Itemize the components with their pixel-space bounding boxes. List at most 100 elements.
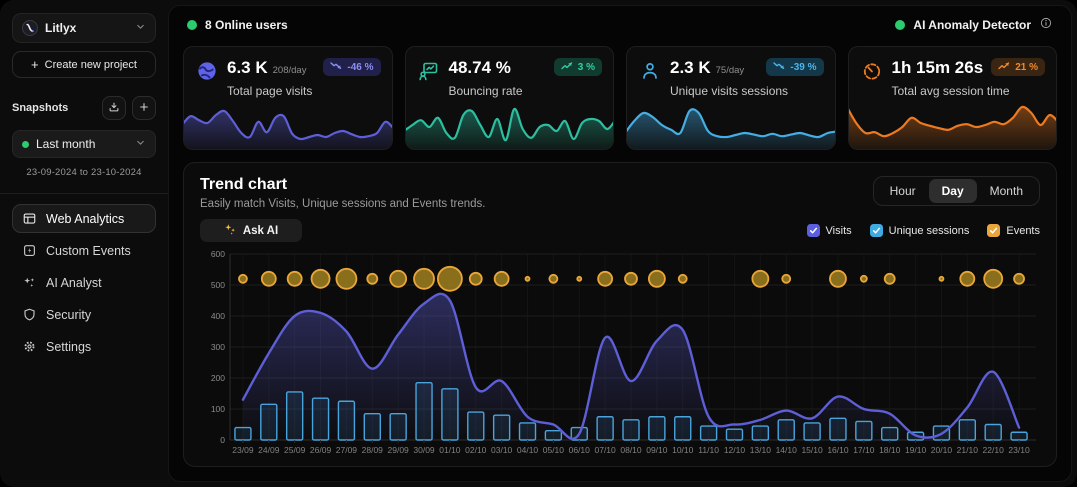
stat-cards-row: 6.3 K208/day Total page visits -46 % 4 [169,44,1071,150]
svg-text:02/10: 02/10 [465,445,487,455]
range-option-month[interactable]: Month [977,179,1036,203]
stat-value: 1h 15m 26s [892,58,984,77]
svg-text:23/10: 23/10 [1008,445,1030,455]
sidebar-item-label: AI Analyst [46,276,102,290]
project-selector[interactable]: Litlyx [12,13,156,43]
snapshots-header: Snapshots [12,96,156,120]
bounce-icon [418,60,440,87]
stat-sparkline [849,99,1057,149]
plus-icon: + [31,58,39,71]
sidebar-item-security[interactable]: Security [12,300,156,329]
litlyx-logo-icon [22,20,38,36]
stat-card-total-page-visits: 6.3 K208/day Total page visits -46 % [183,46,393,150]
app-window: Litlyx + Create new project Snapshots [0,0,1077,487]
sidebar-item-custom-events[interactable]: Custom Events [12,236,156,265]
svg-text:28/09: 28/09 [362,445,384,455]
svg-text:22/10: 22/10 [983,445,1005,455]
trend-badge: 21 % [991,58,1045,76]
svg-text:26/09: 26/09 [310,445,332,455]
project-name: Litlyx [45,21,128,35]
trend-down-icon [773,61,785,73]
trend-up-icon [998,61,1010,73]
legend-item-visits[interactable]: Visits [807,224,852,237]
events-checkbox[interactable] [987,224,1000,237]
globe-icon [196,60,218,87]
snapshot-range-select[interactable]: Last month [12,130,156,158]
range-option-hour[interactable]: Hour [877,179,929,203]
stat-label: Total avg session time [892,84,1010,98]
svg-text:400: 400 [211,311,225,321]
sidebar-item-ai-analyst[interactable]: AI Analyst [12,268,156,297]
trend-chart-card: Trend chart Easily match Visits, Unique … [183,162,1057,467]
trend-badge: -39 % [766,58,823,76]
snapshots-label: Snapshots [12,102,68,114]
svg-text:11/10: 11/10 [698,445,719,455]
ask-ai-button[interactable]: Ask AI [200,219,302,242]
svg-text:27/09: 27/09 [336,445,358,455]
svg-text:07/10: 07/10 [594,445,616,455]
sparkles-icon [21,275,37,290]
range-option-day[interactable]: Day [929,179,977,203]
trend-chart-title: Trend chart [200,176,486,194]
user-icon [639,60,661,87]
snapshot-range-value: Last month [36,137,128,151]
sidebar-divider [0,193,168,194]
svg-text:500: 500 [211,280,225,290]
visits-checkbox[interactable] [807,224,820,237]
topbar: 8 Online users AI Anomaly Detector [169,6,1071,44]
create-project-button[interactable]: + Create new project [12,51,156,78]
stat-card-bouncing-rate: 48.74 % Bouncing rate 3 % [405,46,615,150]
legend-item-unique-sessions[interactable]: Unique sessions [870,224,970,237]
svg-text:04/10: 04/10 [517,445,539,455]
sidebar-item-label: Settings [46,340,91,354]
svg-text:18/10: 18/10 [879,445,901,455]
svg-text:14/10: 14/10 [776,445,798,455]
chart-legend: Visits Unique sessions Events [807,224,1040,237]
sidebar-item-settings[interactable]: Settings [12,332,156,361]
time-range-segmented-control: Hour Day Month [873,176,1040,206]
unique-sessions-checkbox[interactable] [870,224,883,237]
anomaly-status-dot [895,20,905,30]
svg-text:300: 300 [211,342,225,352]
info-icon[interactable] [1039,16,1053,35]
svg-text:15/10: 15/10 [801,445,823,455]
online-users-label: 8 Online users [205,18,288,32]
svg-text:16/10: 16/10 [827,445,849,455]
stat-value: 2.3 K [670,58,711,77]
stat-value: 48.74 % [449,58,511,77]
bolt-square-icon [21,243,37,258]
svg-text:20/10: 20/10 [931,445,953,455]
svg-text:13/10: 13/10 [750,445,772,455]
svg-text:21/10: 21/10 [957,445,979,455]
sparkles-icon [224,223,236,238]
add-snapshot-button[interactable] [132,96,156,120]
chevron-down-icon [135,135,146,153]
timer-icon [861,60,883,87]
snapshot-date-range: 23-09-2024 to 23-10-2024 [12,167,156,178]
svg-text:25/09: 25/09 [284,445,306,455]
sidebar-nav: Web Analytics Custom Events AI Analyst S… [12,204,156,361]
svg-text:0: 0 [220,435,225,445]
sidebar-item-label: Security [46,308,91,322]
svg-text:09/10: 09/10 [646,445,668,455]
stat-value: 6.3 K [227,58,268,77]
main-panel: 8 Online users AI Anomaly Detector 6.3 K… [168,5,1072,482]
svg-text:100: 100 [211,404,225,414]
export-snapshot-button[interactable] [102,96,126,120]
stat-sparkline [406,99,614,149]
plus-icon [138,101,150,116]
sidebar-item-label: Web Analytics [46,212,124,226]
legend-item-events[interactable]: Events [987,224,1040,237]
stat-card-avg-session-time: 1h 15m 26s Total avg session time 21 % [848,46,1058,150]
sidebar-item-label: Custom Events [46,244,131,258]
browser-icon [21,211,37,226]
stat-sparkline [627,99,835,149]
svg-text:200: 200 [211,373,225,383]
svg-text:01/10: 01/10 [439,445,461,455]
gear-icon [21,339,37,354]
svg-text:17/10: 17/10 [853,445,875,455]
sidebar-item-web-analytics[interactable]: Web Analytics [12,204,156,233]
active-snapshot-dot [22,141,29,148]
trend-chart[interactable]: 010020030040050060023/0924/0925/0926/092… [200,246,1040,460]
svg-text:24/09: 24/09 [258,445,280,455]
